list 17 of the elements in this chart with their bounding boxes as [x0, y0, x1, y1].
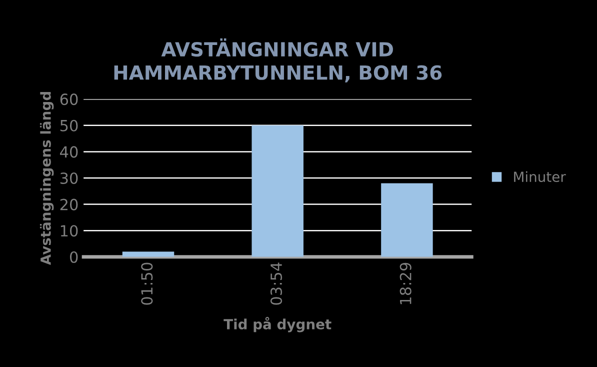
x-tick-label: 18:29: [400, 262, 412, 304]
y-axis-title: Avstängningens längd: [40, 92, 54, 266]
y-tick-label: 60: [60, 94, 78, 106]
x-tick-label: 03:54: [270, 262, 282, 305]
x-axis-title: Tid på dygnet: [224, 316, 332, 332]
chart-title: AVSTÄNGNINGAR VID HAMMARBYTUNNELN, BOM 36: [114, 38, 442, 82]
bar: [381, 183, 433, 257]
y-tick-label: 0: [70, 251, 78, 263]
y-tick-label: 20: [60, 198, 78, 210]
y-tick-label: 40: [60, 146, 78, 158]
y-tick-label: 50: [60, 120, 78, 132]
x-tick-label: 01:50: [141, 262, 153, 305]
legend-label: Minuter: [514, 171, 566, 182]
y-tick-label: 30: [60, 172, 78, 184]
bar: [252, 125, 304, 257]
y-tick-label: 10: [60, 225, 78, 237]
bar: [122, 252, 174, 257]
